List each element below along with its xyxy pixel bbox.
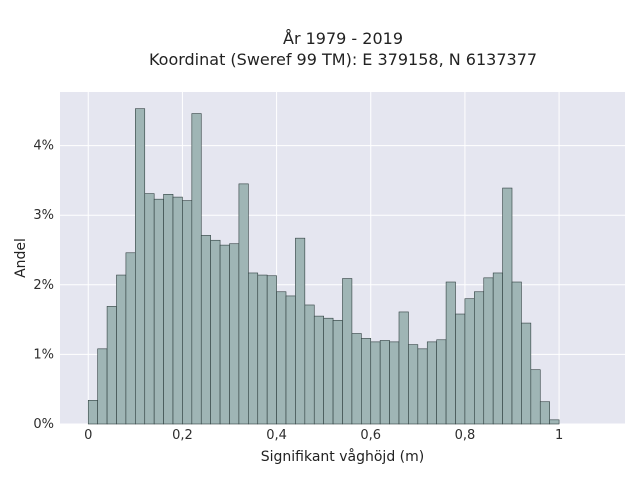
y-axis-ticks: 0% 1% 2% 3% 4% (33, 139, 54, 432)
histogram-bar (87, 400, 98, 425)
x-tick-label: 0,2 (172, 428, 193, 443)
x-tick-label: 0,8 (455, 428, 476, 443)
histogram-bar (539, 401, 550, 425)
histogram-bar (116, 274, 127, 425)
histogram-bar (238, 183, 249, 425)
histogram-bar (313, 315, 324, 425)
histogram-bar (426, 341, 437, 425)
histogram-bar (455, 313, 466, 425)
histogram-bar (323, 317, 334, 425)
histogram-bar (511, 281, 522, 425)
histogram-bar (351, 333, 362, 425)
histogram-bar (445, 281, 456, 425)
histogram-bar (219, 244, 230, 425)
histogram-bar (295, 237, 306, 425)
histogram-bar (332, 319, 343, 425)
histogram-bar (492, 272, 503, 425)
histogram-bar (474, 291, 485, 425)
histogram-bar (266, 275, 277, 425)
histogram-bar (200, 235, 211, 425)
chart-title: År 1979 - 2019 (283, 29, 403, 48)
histogram-bar (408, 344, 419, 425)
histogram-bar (97, 348, 108, 425)
histogram-bar (163, 194, 174, 425)
x-tick-label: 1 (555, 428, 563, 443)
histogram-bar (153, 198, 164, 425)
histogram-bar (370, 341, 381, 425)
x-tick-label: 0 (84, 428, 92, 443)
histogram-bar (210, 239, 221, 425)
bars (87, 108, 560, 425)
histogram-bar (530, 369, 541, 425)
x-axis-label: Signifikant våghöjd (m) (261, 448, 424, 465)
chart-title-block: År 1979 - 2019 Koordinat (Sweref 99 TM):… (0, 28, 640, 70)
histogram-bar (135, 108, 146, 425)
histogram-bar (304, 304, 315, 425)
y-tick-label: 1% (33, 347, 54, 362)
histogram-bar (483, 277, 494, 425)
histogram-bar (106, 306, 117, 425)
y-tick-label: 2% (33, 278, 54, 293)
y-tick-label: 4% (33, 139, 54, 154)
histogram-bar (379, 340, 390, 425)
histogram-bar (191, 113, 202, 425)
histogram-bar (144, 193, 155, 425)
histogram-bar (172, 196, 183, 425)
histogram-bar (182, 200, 193, 425)
histogram-bar (389, 341, 400, 425)
histogram-bar (229, 243, 240, 425)
chart-subtitle: Koordinat (Sweref 99 TM): E 379158, N 61… (148, 50, 538, 69)
histogram-bar (417, 348, 428, 425)
histogram-bar (398, 311, 409, 425)
histogram-bar (549, 419, 560, 425)
histogram-bar (502, 187, 513, 425)
x-tick-label: 0,4 (266, 428, 287, 443)
y-tick-label: 3% (33, 208, 54, 223)
histogram-bar (276, 291, 287, 425)
histogram-bar (436, 339, 447, 425)
x-axis-ticks: 0 0,2 0,4 0,6 0,8 1 (84, 428, 563, 443)
histogram-bar (464, 298, 475, 425)
histogram-bar (248, 272, 259, 425)
histogram-bar (342, 278, 353, 425)
histogram-bar (521, 322, 532, 425)
histogram-bar (361, 338, 372, 425)
y-tick-label: 0% (33, 417, 54, 432)
histogram-bar (285, 295, 296, 425)
y-axis-label: Andel (13, 238, 29, 278)
histogram-bar (125, 252, 136, 425)
histogram-bar (257, 274, 268, 425)
x-tick-label: 0,6 (360, 428, 381, 443)
